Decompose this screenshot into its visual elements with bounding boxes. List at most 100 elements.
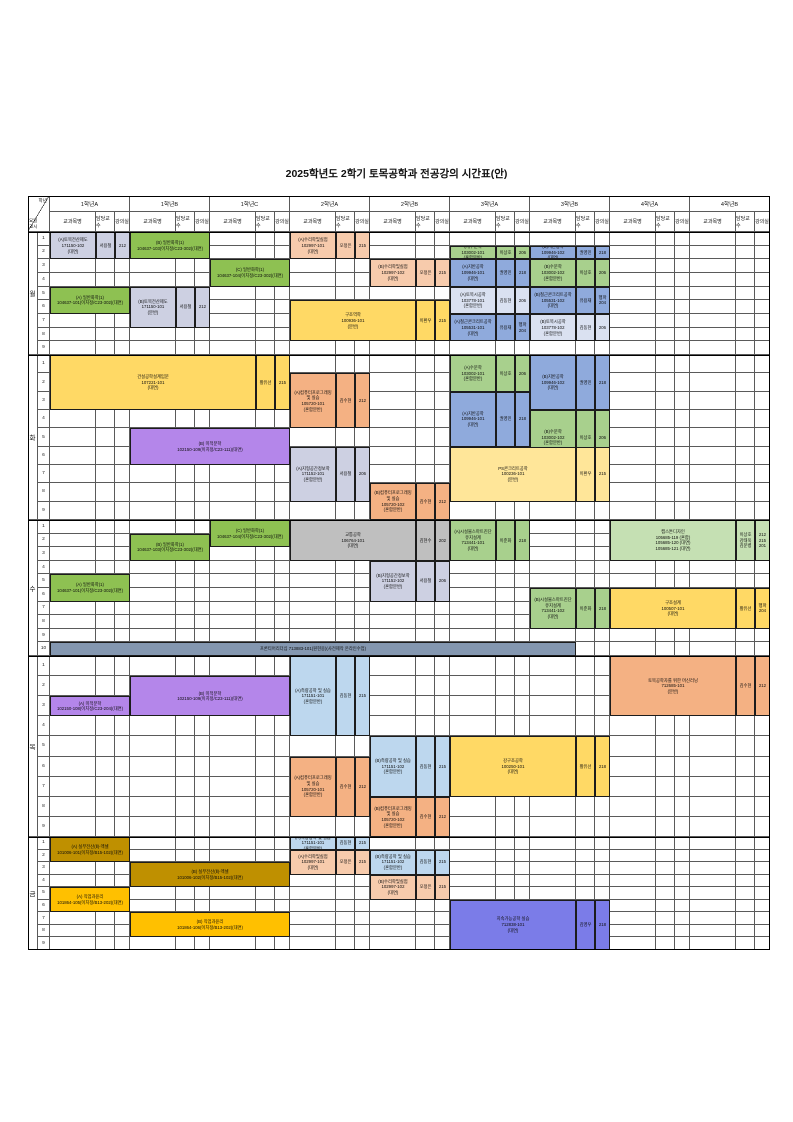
grid-cell bbox=[610, 259, 656, 273]
period-number: 9 bbox=[38, 816, 50, 837]
grid-cell bbox=[370, 937, 416, 951]
grid-cell bbox=[290, 887, 336, 900]
grid-cell bbox=[355, 887, 370, 900]
grid-cell bbox=[675, 300, 690, 314]
grid-cell bbox=[736, 874, 755, 888]
grid-cell bbox=[736, 314, 755, 328]
course-cell: 강구조공학 100250-101 (대면) bbox=[450, 736, 576, 797]
grid-cell bbox=[610, 776, 656, 797]
grid-cell bbox=[595, 642, 610, 656]
grid-cell bbox=[195, 574, 210, 588]
grid-cell bbox=[576, 560, 595, 575]
course-cell: (A)시설물스마트진단 유지설계 713441-101 (대면) bbox=[450, 520, 496, 561]
grid-cell bbox=[336, 574, 355, 588]
room-cell: 206 bbox=[515, 355, 530, 392]
grid-cell bbox=[755, 887, 770, 900]
grid-cell bbox=[515, 501, 530, 520]
grid-cell bbox=[115, 547, 130, 561]
grid-cell bbox=[610, 887, 656, 900]
column-header: 교과목명 bbox=[210, 212, 256, 232]
grid-cell bbox=[96, 547, 115, 561]
course-cell: (A) 일반화학(1) 104637-101(이치정/C23-302)(대면) bbox=[50, 574, 130, 602]
year-group-header: 2학년B bbox=[370, 196, 450, 212]
professor-cell: 이준화 bbox=[576, 588, 595, 629]
room-cell: 206 bbox=[435, 560, 450, 602]
professor-cell: 황유선 bbox=[736, 588, 755, 629]
professor-cell: 김동현 bbox=[576, 314, 595, 342]
grid-cell bbox=[530, 501, 576, 520]
grid-cell bbox=[610, 816, 656, 837]
grid-cell bbox=[275, 245, 290, 260]
grid-cell bbox=[435, 899, 450, 913]
grid-cell bbox=[675, 628, 690, 643]
grid-cell bbox=[275, 937, 290, 951]
grid-cell bbox=[195, 483, 210, 502]
grid-cell bbox=[290, 574, 336, 588]
grid-cell bbox=[50, 428, 96, 447]
grid-cell bbox=[256, 615, 275, 629]
course-cell: (B) 일반화학(1) 104637-103(이치정/C23-302)(대면) bbox=[130, 533, 210, 561]
grid-cell bbox=[496, 232, 515, 246]
grid-cell bbox=[736, 899, 755, 913]
grid-cell bbox=[675, 327, 690, 342]
grid-cell bbox=[450, 676, 496, 697]
professor-cell: 김현수 bbox=[416, 520, 435, 561]
grid-cell bbox=[96, 446, 115, 465]
period-number: 7 bbox=[38, 912, 50, 925]
grid-cell bbox=[675, 862, 690, 875]
grid-cell bbox=[656, 273, 675, 287]
grid-cell bbox=[370, 628, 416, 643]
grid-cell bbox=[115, 736, 130, 757]
grid-cell bbox=[50, 736, 96, 757]
grid-cell bbox=[576, 341, 595, 356]
grid-cell bbox=[675, 816, 690, 837]
professor-cell: 김수현 bbox=[416, 483, 435, 520]
course-cell: (B) 미적분학 102150-109(이치정/C23-111)(대면) bbox=[130, 428, 290, 465]
grid-cell bbox=[610, 341, 656, 356]
course-cell: 구조설계 100507-101 (대면) bbox=[610, 588, 736, 629]
grid-cell bbox=[736, 574, 755, 588]
grid-cell bbox=[496, 588, 515, 602]
day-divider bbox=[28, 836, 770, 838]
grid-cell bbox=[355, 899, 370, 913]
grid-cell bbox=[690, 924, 736, 938]
grid-cell bbox=[675, 836, 690, 850]
grid-cell bbox=[515, 628, 530, 643]
course-cell: (A) 미적분학 102150-108(이치정/C23-204)(대면) bbox=[50, 696, 130, 717]
grid-cell bbox=[130, 887, 176, 900]
grid-cell bbox=[275, 756, 290, 777]
grid-cell bbox=[210, 849, 256, 863]
grid-cell bbox=[736, 232, 755, 246]
grid-cell bbox=[290, 601, 336, 616]
grid-cell bbox=[675, 410, 690, 429]
grid-cell bbox=[435, 355, 450, 374]
grid-cell bbox=[336, 501, 355, 520]
grid-cell bbox=[336, 899, 355, 913]
period-number: 4 bbox=[38, 560, 50, 575]
room-cell: 215 bbox=[595, 446, 610, 502]
grid-cell bbox=[675, 355, 690, 374]
grid-cell bbox=[450, 588, 496, 602]
grid-cell bbox=[130, 501, 176, 520]
grid-cell bbox=[690, 736, 736, 757]
professor-cell: 서용철 bbox=[96, 232, 115, 260]
grid-cell bbox=[370, 245, 416, 260]
grid-cell bbox=[736, 776, 755, 797]
grid-cell bbox=[755, 560, 770, 575]
grid-cell bbox=[115, 628, 130, 643]
grid-cell bbox=[610, 286, 656, 301]
grid-cell bbox=[610, 836, 656, 850]
grid-cell bbox=[656, 341, 675, 356]
grid-cell bbox=[690, 836, 736, 850]
grid-cell bbox=[435, 924, 450, 938]
grid-cell bbox=[515, 874, 530, 888]
grid-cell bbox=[690, 232, 736, 246]
grid-cell bbox=[496, 849, 515, 863]
grid-cell bbox=[210, 656, 256, 677]
grid-cell bbox=[96, 796, 115, 817]
grid-cell bbox=[595, 696, 610, 717]
grid-cell bbox=[115, 716, 130, 737]
grid-cell bbox=[656, 483, 675, 502]
grid-cell bbox=[130, 483, 176, 502]
grid-cell bbox=[176, 849, 195, 863]
